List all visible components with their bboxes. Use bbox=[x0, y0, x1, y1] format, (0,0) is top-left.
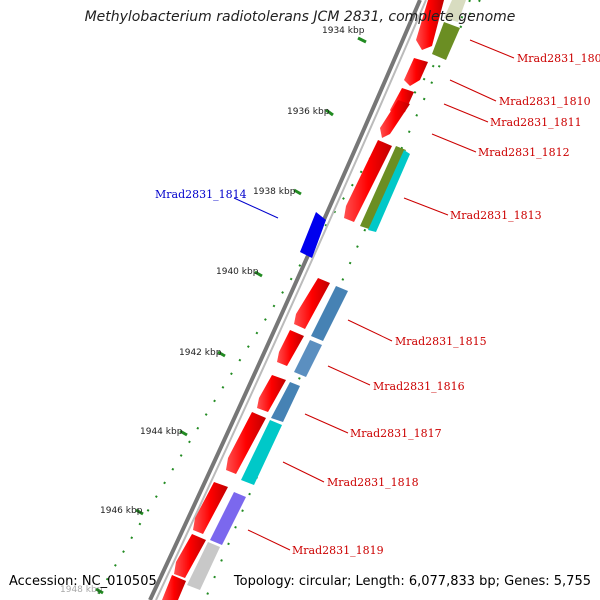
tick-label: 1934 kbp bbox=[322, 26, 365, 36]
gene-label[interactable]: Mrad2831_1819 bbox=[292, 544, 384, 557]
gene-arrow bbox=[257, 375, 286, 412]
tick-label: 1942 kbp bbox=[179, 348, 222, 358]
gene-arrow bbox=[193, 482, 228, 534]
tick-label: 1944 kbp bbox=[140, 427, 183, 437]
gene-label[interactable]: Mrad2831_1810 bbox=[499, 95, 591, 108]
gene-label[interactable]: Mrad2831_1812 bbox=[478, 146, 570, 159]
cog-block-steelblue bbox=[271, 382, 300, 422]
cog-block-beige bbox=[444, 0, 466, 22]
tick-label: 1940 kbp bbox=[216, 267, 259, 277]
tick-label: 1946 kbp bbox=[100, 506, 143, 516]
gene-label[interactable]: Mrad2831_1815 bbox=[395, 335, 487, 348]
topology-text: Topology: circular; Length: 6,077,833 bp… bbox=[233, 574, 591, 589]
gene-arrow bbox=[174, 534, 206, 578]
cog-block-olive bbox=[432, 22, 460, 60]
gene-arrow bbox=[294, 278, 330, 329]
label-leader-lines bbox=[233, 39, 515, 551]
cog-block-olive bbox=[360, 146, 406, 230]
cog-block-cyan bbox=[241, 420, 282, 485]
cog-block-purple bbox=[210, 492, 246, 545]
gene-label[interactable]: Mrad2831_1809 bbox=[517, 52, 600, 65]
cog-track bbox=[187, 0, 466, 590]
genome-backbone bbox=[148, 0, 422, 600]
gene-arrow bbox=[380, 100, 410, 138]
tick-label: 1938 kbp bbox=[253, 187, 296, 197]
cog-block-steelblue bbox=[294, 340, 322, 377]
cog-block-steelblue bbox=[311, 286, 348, 341]
tick-label: 1948 kbp bbox=[60, 585, 103, 595]
gene-label[interactable]: Mrad2831_1813 bbox=[450, 209, 542, 222]
gene-label[interactable]: Mrad2831_1814 bbox=[155, 188, 247, 201]
gene-arrow bbox=[277, 330, 304, 366]
tick-label: 1936 kbp bbox=[287, 107, 330, 117]
gene-label[interactable]: Mrad2831_1818 bbox=[327, 476, 419, 489]
gene-arrow bbox=[344, 140, 392, 222]
genome-title: Methylobacterium radiotolerans JCM 2831,… bbox=[84, 9, 516, 25]
cog-block-gray bbox=[187, 542, 220, 590]
gene-label[interactable]: Mrad2831_1817 bbox=[350, 427, 442, 440]
accession-text: Accession: NC_010505 bbox=[9, 574, 157, 589]
gene-label[interactable]: Mrad2831_1811 bbox=[490, 116, 582, 129]
gene-arrow bbox=[416, 0, 444, 50]
gene-label[interactable]: Mrad2831_1816 bbox=[373, 380, 465, 393]
forward-cds-track bbox=[162, 0, 444, 600]
gene-arrow bbox=[404, 58, 428, 86]
gene-arrow bbox=[162, 575, 186, 600]
cog-block-cyan bbox=[368, 150, 410, 232]
genome-backbone-inner bbox=[155, 0, 427, 600]
tick-marks bbox=[95, 36, 367, 595]
gene-arrow-reverse bbox=[300, 212, 326, 258]
gene-arrow bbox=[226, 412, 266, 474]
